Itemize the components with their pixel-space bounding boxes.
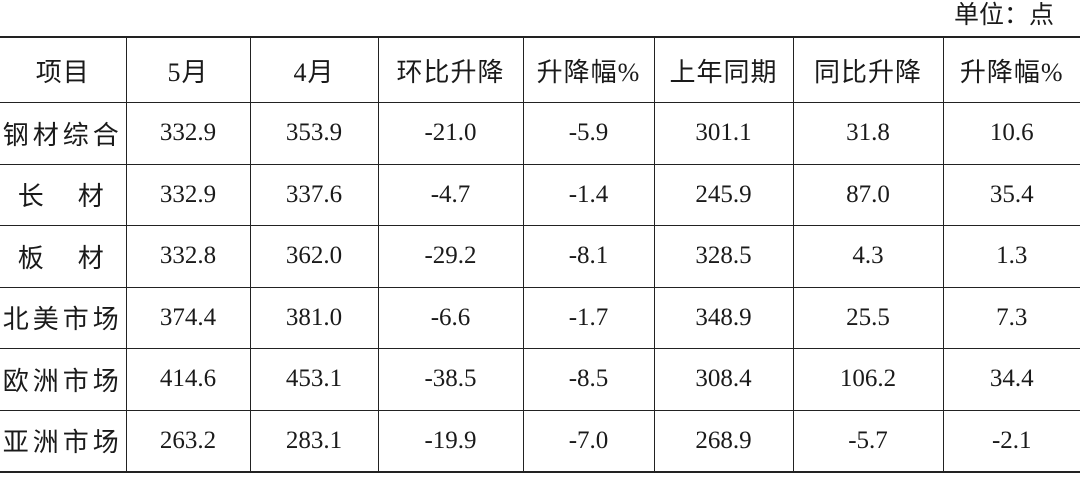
table-cell: 87.0 (792, 163, 943, 226)
table-cell: 245.9 (653, 163, 793, 226)
table-cell: 7.3 (942, 286, 1080, 349)
header-yoy-change: 同比升降 (792, 36, 943, 103)
row-label: 钢材综合 (0, 102, 126, 164)
table-header-row: 项目 5月 4月 环比升降 升降幅% 上年同期 同比升降 升降幅% (0, 36, 1080, 103)
row-label: 板 材 (0, 225, 126, 287)
table-row: 亚洲市场 263.2 283.1 -19.9 -7.0 268.9 -5.7 -2.1 (0, 409, 1080, 473)
table-cell: 348.9 (653, 286, 793, 349)
header-last-year: 上年同期 (653, 36, 793, 103)
table-cell: 414.6 (125, 348, 250, 410)
table-cell: 308.4 (653, 348, 793, 410)
table-cell: 337.6 (249, 163, 378, 226)
table-cell: 353.9 (249, 102, 378, 164)
table-row: 板 材 332.8 362.0 -29.2 -8.1 328.5 4.3 1.3 (0, 225, 1080, 287)
table-cell: 35.4 (942, 163, 1080, 226)
table-cell: -2.1 (942, 409, 1080, 473)
table-cell: 34.4 (942, 348, 1080, 410)
table-cell: 268.9 (653, 409, 793, 473)
table-cell: 263.2 (125, 409, 250, 473)
table-row: 欧洲市场 414.6 453.1 -38.5 -8.5 308.4 106.2 34.4 (0, 348, 1080, 410)
row-label: 北美市场 (0, 286, 126, 349)
table-cell: -6.6 (377, 286, 523, 349)
table-cell: -19.9 (377, 409, 523, 473)
table-cell: -29.2 (377, 225, 523, 287)
steel-price-index-table: 项目 5月 4月 环比升降 升降幅% 上年同期 同比升降 升降幅% 钢材综合 33… (0, 36, 1080, 473)
header-yoy-pct: 升降幅% (942, 36, 1080, 103)
table-cell: 332.8 (125, 225, 250, 287)
table-cell: 374.4 (125, 286, 250, 349)
table-cell: 10.6 (942, 102, 1080, 164)
header-april: 4月 (249, 36, 378, 103)
table-cell: 283.1 (249, 409, 378, 473)
table-row: 钢材综合 332.9 353.9 -21.0 -5.9 301.1 31.8 10.6 (0, 102, 1080, 164)
table-cell: 328.5 (653, 225, 793, 287)
unit-label: 单位：点 (953, 2, 1054, 29)
table-row: 长 材 332.9 337.6 -4.7 -1.4 245.9 87.0 35.4 (0, 163, 1080, 226)
table-cell: -38.5 (377, 348, 523, 410)
row-label: 欧洲市场 (0, 348, 126, 410)
table-cell: -8.5 (522, 348, 654, 410)
row-label: 亚洲市场 (0, 409, 126, 473)
table-cell: 453.1 (249, 348, 378, 410)
table-cell: -7.0 (522, 409, 654, 473)
table-cell: 1.3 (942, 225, 1080, 287)
table-cell: 106.2 (792, 348, 943, 410)
table-cell: 301.1 (653, 102, 793, 164)
header-may: 5月 (125, 36, 250, 103)
table-cell: 332.9 (125, 102, 250, 164)
header-mom-change: 环比升降 (377, 36, 523, 103)
table-cell: -1.7 (522, 286, 654, 349)
table-cell: 381.0 (249, 286, 378, 349)
table-row: 北美市场 374.4 381.0 -6.6 -1.7 348.9 25.5 7.3 (0, 286, 1080, 349)
table-cell: 25.5 (792, 286, 943, 349)
table-cell: 31.8 (792, 102, 943, 164)
table-cell: -5.9 (522, 102, 654, 164)
table-cell: -1.4 (522, 163, 654, 226)
table-cell: 4.3 (792, 225, 943, 287)
table-cell: -4.7 (377, 163, 523, 226)
table-cell: -8.1 (522, 225, 654, 287)
table-cell: -21.0 (377, 102, 523, 164)
header-mom-pct: 升降幅% (522, 36, 654, 103)
table-cell: 362.0 (249, 225, 378, 287)
row-label: 长 材 (0, 163, 126, 226)
table-cell: 332.9 (125, 163, 250, 226)
header-item: 项目 (0, 36, 126, 103)
table-cell: -5.7 (792, 409, 943, 473)
